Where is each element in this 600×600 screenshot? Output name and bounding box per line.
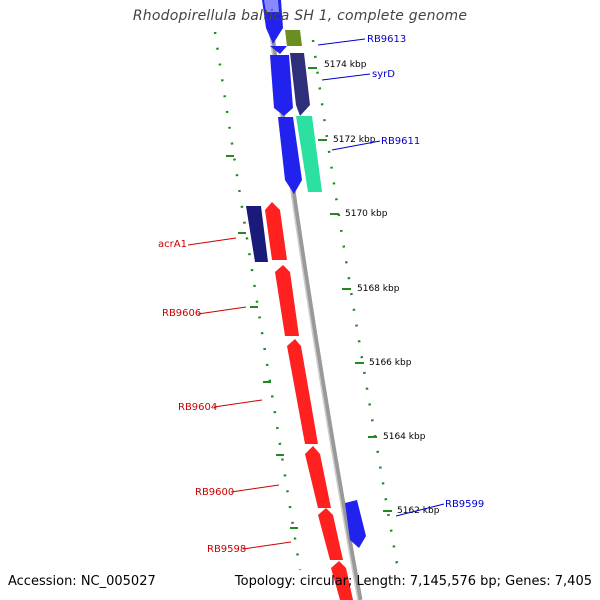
gene-RB9604-red (287, 339, 318, 444)
gene-label-RB9600[interactable]: RB9600 (195, 484, 280, 498)
gene-forward-small-marker (270, 46, 287, 54)
kbp-tick-1: 5174 kbp (308, 60, 367, 70)
svg-text:acrA1: acrA1 (158, 239, 187, 250)
gene-label-RB9599[interactable]: RB9599 (395, 499, 484, 517)
gene-RB9611-green (296, 116, 322, 192)
gene-acrA1-navy (246, 206, 268, 262)
kbp-tick-3: 5170 kbp (330, 209, 388, 219)
kbp-label: 5170 kbp (345, 209, 388, 219)
gene-forward-block-light (264, 0, 279, 12)
gene-syrD-navy (290, 53, 310, 116)
gene-label-RB9604[interactable]: RB9604 (178, 399, 263, 413)
svg-text:RB9611: RB9611 (381, 136, 420, 147)
gene-label-RB9606[interactable]: RB9606 (162, 306, 247, 319)
gene-RB9598-red (318, 508, 343, 560)
accession-text: Accession: NC_005027 (8, 574, 156, 589)
gene-RB9613-olive (285, 30, 302, 46)
gene-label-RB9611[interactable]: RB9611 (331, 136, 420, 151)
svg-text:syrD: syrD (372, 69, 395, 80)
kbp-tick-5: 5166 kbp (355, 358, 412, 368)
kbp-tick-4: 5168 kbp (342, 284, 400, 294)
svg-text:RB9606: RB9606 (162, 308, 201, 319)
kbp-label: 5168 kbp (357, 284, 400, 294)
kbp-tick-7: 5162 kbp (383, 506, 440, 516)
gene-label-RB9613[interactable]: RB9613 (317, 34, 406, 46)
kbp-label: 5166 kbp (369, 358, 412, 368)
inner-dotted-track (311, 39, 400, 571)
kbp-label: 5162 kbp (397, 506, 440, 516)
kbp-tick-2: 5172 kbp (318, 135, 376, 145)
gene-forward-RB9611-left (278, 117, 302, 194)
kbp-label: 5174 kbp (324, 60, 367, 70)
map-title: Rhodopirellula baltica SH 1, complete ge… (132, 8, 468, 24)
gene-RB9598b-red (331, 561, 353, 600)
svg-text:RB9604: RB9604 (178, 402, 217, 413)
svg-text:RB9598: RB9598 (207, 544, 246, 555)
kbp-label: 5172 kbp (333, 135, 376, 145)
gene-label-RB9598[interactable]: RB9598 (207, 541, 292, 555)
gene-acrA1-red (265, 202, 287, 260)
svg-text:RB9600: RB9600 (195, 487, 234, 498)
outer-dotted-track (213, 31, 302, 571)
svg-text:RB9599: RB9599 (445, 499, 484, 510)
gene-RB9599-blue (345, 500, 366, 548)
genome-stats-text: Topology: circular; Length: 7,145,576 bp… (234, 574, 592, 589)
svg-text:RB9613: RB9613 (367, 34, 406, 45)
outer-track-ticks (226, 155, 298, 529)
kbp-tick-6: 5164 kbp (368, 432, 426, 442)
gene-forward-syrD-left (270, 55, 293, 116)
gene-RB9606-red (275, 265, 299, 336)
gene-label-syrD[interactable]: syrD (321, 69, 395, 81)
gene-label-acrA1[interactable]: acrA1 (158, 237, 237, 250)
kbp-label: 5164 kbp (383, 432, 426, 442)
gene-RB9600-red (305, 446, 331, 508)
